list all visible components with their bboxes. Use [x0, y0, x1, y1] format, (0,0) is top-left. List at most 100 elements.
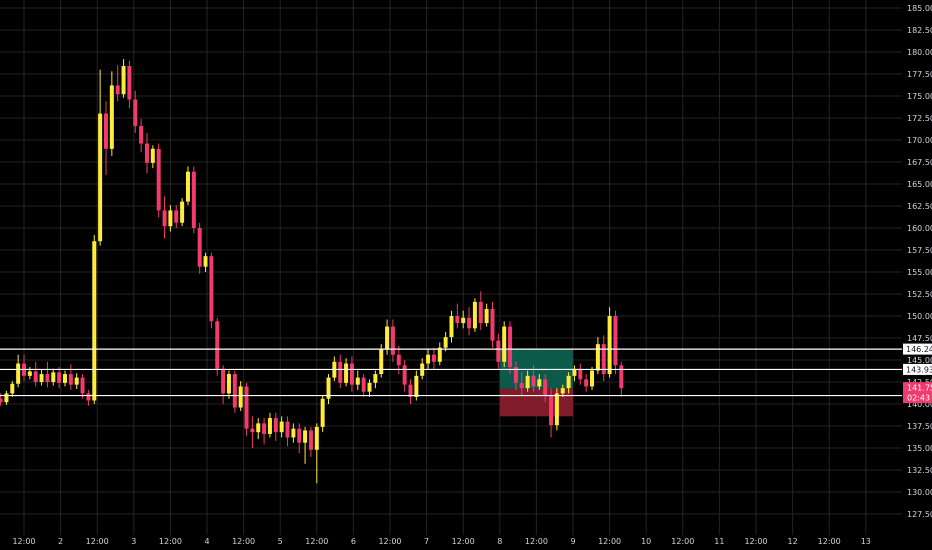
candle-body [4, 393, 9, 403]
time-tick-label: 12:00 [818, 537, 841, 546]
candle-body [238, 386, 243, 408]
current-price-tag [903, 382, 932, 404]
candle-down [250, 416, 255, 448]
candle-body [10, 383, 15, 394]
price-tick-label: 170.00 [907, 136, 932, 145]
candle-body [244, 386, 249, 429]
candle-body [33, 371, 38, 382]
candle-down [215, 317, 220, 376]
price-tick-label: 157.50 [907, 246, 932, 255]
candle-body [431, 354, 436, 362]
time-tick-label: 12:00 [452, 537, 475, 546]
candle-body [601, 344, 606, 375]
candle-body [408, 384, 413, 397]
candle-body [590, 370, 595, 387]
candle-down [285, 416, 290, 447]
candle-up [303, 426, 308, 464]
candle-down [601, 335, 606, 382]
time-tick-label: 9 [570, 537, 575, 546]
candle-body [109, 85, 114, 149]
candle-down [297, 423, 302, 454]
candle-up [461, 310, 466, 329]
candle-body [314, 426, 319, 450]
price-tick-label: 140.00 [907, 400, 932, 409]
candle-up [226, 370, 231, 399]
candle-body [191, 171, 196, 228]
candle-body [607, 316, 612, 375]
price-tick-label: 177.50 [907, 70, 932, 79]
candle-up [279, 416, 284, 438]
candle-down [584, 374, 589, 392]
candle-body [584, 379, 589, 387]
candle-body [144, 143, 149, 163]
price-tick-label: 152.50 [907, 290, 932, 299]
candle-body [168, 210, 173, 227]
candle-body [513, 367, 518, 383]
candle-body [437, 347, 442, 362]
candle-down [613, 310, 618, 375]
candle-body [221, 368, 226, 394]
candle-down [496, 333, 501, 369]
time-tick-label: 7 [424, 537, 429, 546]
candle-down [262, 418, 267, 445]
candle-body [467, 317, 472, 329]
candle-up [180, 198, 185, 227]
candle-body [367, 382, 372, 392]
candle-body [267, 418, 272, 434]
price-tick-label: 172.50 [907, 114, 932, 123]
time-tick-label: 12:00 [671, 537, 694, 546]
candle-up [320, 395, 325, 433]
candle-down [619, 361, 624, 397]
candle-body [455, 316, 460, 324]
candle-up [367, 379, 372, 397]
candle-down [408, 379, 413, 404]
candle-body [57, 372, 62, 383]
candle-body [472, 301, 477, 329]
candle-down [513, 361, 518, 390]
time-axis[interactable]: 12:00 2 12:00 3 12:00 4 12:00 5 12:00 6 12:00 7 12:0… [0, 535, 932, 550]
candle-down [209, 252, 214, 329]
candle-body [180, 201, 185, 223]
candle-up [168, 205, 173, 232]
time-tick-label: 3 [131, 537, 136, 546]
candle-up [537, 374, 542, 390]
candle-down [273, 412, 278, 441]
candle-up [502, 321, 507, 368]
candle-down [478, 291, 483, 331]
current-price-value: 141.75 [907, 384, 932, 393]
candle-body [273, 418, 278, 433]
candle-body [566, 375, 571, 389]
candle-body [385, 326, 390, 350]
candle-up [74, 373, 79, 390]
candle-body [197, 228, 202, 267]
candle-down [467, 307, 472, 336]
candle-body [121, 66, 126, 95]
candle-down [127, 60, 132, 109]
candle-body [150, 148, 155, 163]
candle-up [607, 307, 612, 378]
candle-down [543, 374, 548, 403]
price-tick-label: 175.00 [907, 92, 932, 101]
candle-body [320, 398, 325, 427]
candle-body [139, 125, 144, 144]
candle-down [33, 361, 38, 387]
candle-body [443, 337, 448, 348]
candle-down [578, 363, 583, 385]
candle-body [185, 171, 190, 202]
candle-body [103, 113, 108, 149]
candle-body [291, 428, 296, 438]
price-tick-label: 127.50 [907, 510, 932, 519]
price-tick-label: 145.00 [907, 356, 932, 365]
price-tick-label: 167.50 [907, 158, 932, 167]
candle-up [326, 374, 331, 404]
candle-down [133, 90, 138, 133]
candle-body [297, 428, 302, 443]
candle-up [16, 354, 21, 388]
price-axis[interactable]: 185.00 182.50 180.00 177.50 175.00 172.50 170.… [902, 0, 932, 550]
candle-up [472, 298, 477, 332]
time-axis-background [0, 535, 932, 550]
candle-body [426, 354, 431, 364]
candle-up [355, 370, 360, 390]
